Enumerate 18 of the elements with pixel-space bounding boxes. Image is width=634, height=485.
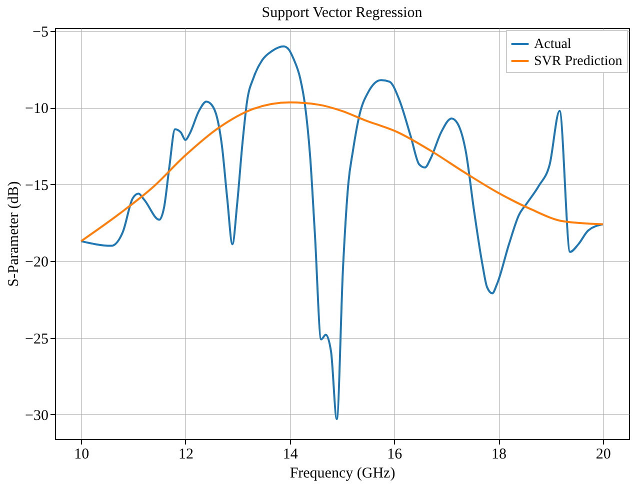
legend-label: Actual (534, 37, 572, 52)
chart-title: Support Vector Regression (262, 5, 423, 22)
x-tick-label: 10 (74, 446, 90, 462)
line-series (80, 101, 604, 242)
x-tick-label: 18 (492, 446, 507, 462)
x-tick-label: 16 (387, 446, 403, 462)
y-tick-label: −15 (25, 178, 48, 194)
y-tick-label: −10 (25, 101, 48, 118)
legend-label: SVR Prediction (534, 54, 622, 69)
y-axis-title: S-Parameter (dB) (6, 181, 22, 287)
x-tick-label: 20 (596, 446, 611, 462)
y-tick-label: −20 (25, 254, 48, 271)
x-axis-title: Frequency (GHz) (290, 466, 396, 482)
x-tick-label: 12 (178, 446, 194, 462)
x-tick-label: 14 (282, 446, 298, 462)
y-tick-label: −30 (25, 408, 48, 424)
y-tick-label: −25 (25, 331, 48, 348)
y-tick-label: −5 (32, 24, 48, 41)
